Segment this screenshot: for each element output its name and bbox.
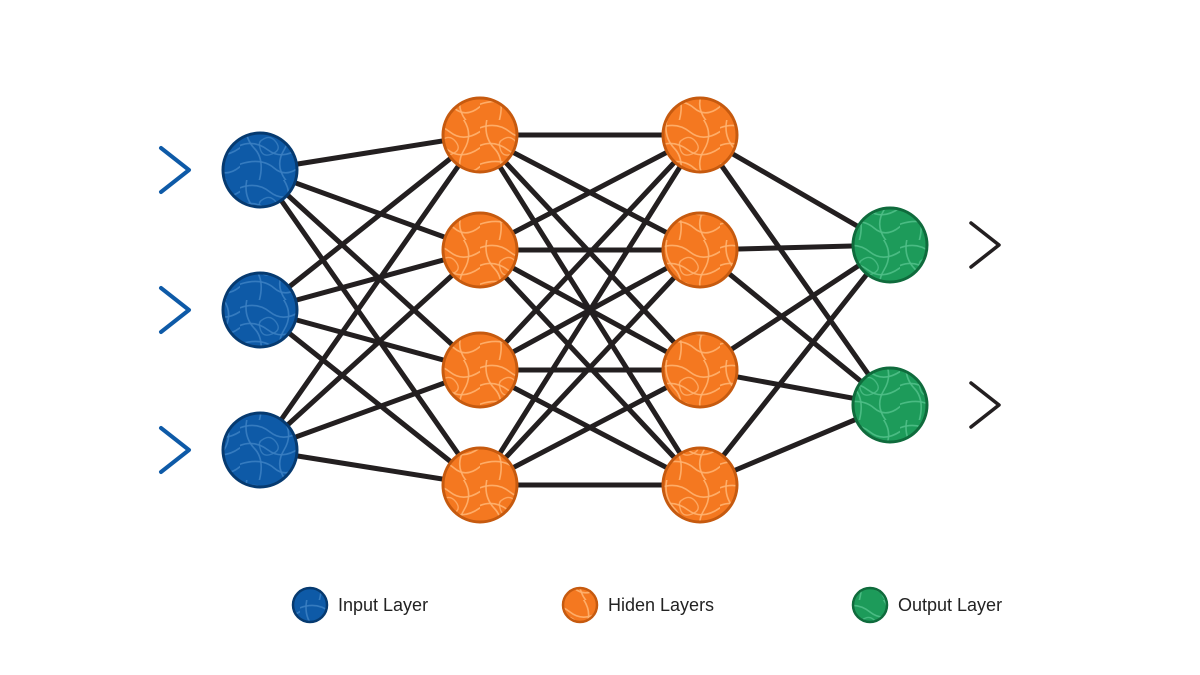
hidden-node — [663, 98, 737, 172]
legend-label: Output Layer — [898, 595, 1002, 615]
hidden-node — [663, 213, 737, 287]
hidden-node — [443, 98, 517, 172]
input-node — [223, 273, 297, 347]
neural-network-diagram: Input Layer Hiden Layers Output Layer — [0, 0, 1200, 675]
hidden-node — [663, 333, 737, 407]
legend-label: Input Layer — [338, 595, 428, 615]
output-node — [853, 368, 927, 442]
input-node — [223, 413, 297, 487]
hidden-node — [443, 448, 517, 522]
hidden-node — [663, 448, 737, 522]
hidden-node — [443, 333, 517, 407]
output-node — [853, 208, 927, 282]
input-node — [223, 133, 297, 207]
hidden-node — [443, 213, 517, 287]
legend-label: Hiden Layers — [608, 595, 714, 615]
